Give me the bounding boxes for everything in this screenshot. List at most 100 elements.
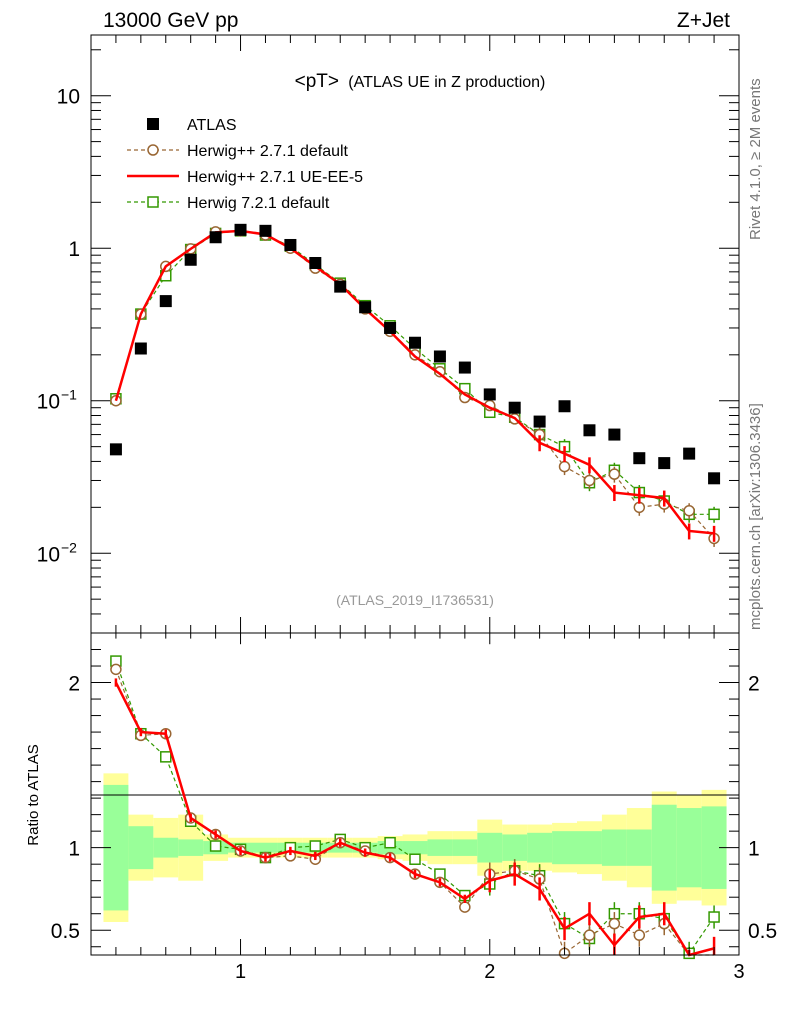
ratio-y-tick-label: 0.5 [51,920,80,943]
y-tick-label: 10 [57,86,80,109]
rivet-label: Rivet 4.1.0, ≥ 2M events [747,78,764,240]
ratio-point-herwig-2-7-1-default [459,901,471,913]
main-series-layer [109,223,721,547]
ratio-point-herwig-7-2-1-default [209,840,222,852]
data-point-atlas [259,224,272,237]
legend-marker [147,196,159,208]
ratio-frame [90,632,740,956]
chart-title-main: <pT> [295,71,339,92]
legend: ATLAS Herwig++ 2.7.1 default Herwig++ 2.7.… [127,117,363,212]
header-left: 13000 GeV pp [103,9,238,32]
data-point-herwig-2-7-1-default [558,460,571,473]
data-point-atlas [658,457,671,470]
ratio-band-stat [128,826,154,870]
data-point-atlas [159,295,172,308]
ratio-band-stat [626,829,652,866]
data-point-atlas [683,447,696,460]
ratio-x-ticks [115,633,715,955]
ratio-line-herwig-2-7-1-default [115,669,715,956]
y-tick-label: 1 [68,238,80,261]
ratio-panel: 0.5 0.5 1 1 2 2 1 2 3 Ratio to ATLAS [25,632,777,983]
legend-marker [147,144,159,156]
ratio-y-tick-label-right: 1 [748,838,760,861]
data-point-atlas [433,350,446,363]
legend-label: Herwig++ 2.7.1 default [187,143,349,160]
ratio-y-tick-label: 1 [68,838,80,861]
legend-label: Herwig 7.2.1 default [187,195,330,212]
x-tick-label: 1 [235,961,246,983]
data-point-atlas [708,472,721,485]
y-tick-label-exponent: −1 [61,387,77,403]
series-line-herwig-7-2-1-default [115,230,715,515]
ratio-band-stat [452,839,478,856]
analysis-id: (ATLAS_2019_I1736531) [336,592,494,608]
series-line-herwig-2-7-1-default [115,230,715,539]
data-point-herwig-2-7-1-default [608,468,621,480]
mcplots-label: mcplots.cern.ch [arXiv:1306.3436] [747,403,764,630]
ratio-band-stat [502,834,528,861]
data-point-atlas [309,256,322,269]
data-point-atlas [284,238,297,251]
chart-title-sub: (ATLAS UE in Z production) [348,74,545,91]
ratio-point-herwig-2-7-1-default [608,917,621,930]
ratio-band-stat [527,832,553,863]
ratio-band-stat [178,839,204,856]
ratio-point-herwig-2-7-1-default [110,663,122,676]
main-panel: <pT> (ATLAS UE in Z production) (ATLAS_2… [37,34,740,634]
legend-marker-atlas [147,118,159,130]
data-point-atlas [184,253,197,266]
ratio-y-ticks [91,649,739,948]
y-tick-label: 10 [37,391,60,414]
ratio-band-stat [253,842,278,853]
ratio-band-stat [552,831,577,865]
data-point-atlas [134,342,147,355]
ratio-point-herwig-7-2-1-default [708,911,720,923]
ratio-point-herwig-7-2-1-default [309,840,322,852]
ratio-uncertainty-bands [103,773,727,922]
data-point-atlas [458,361,471,374]
data-point-herwig-7-2-1-default [708,508,720,521]
data-point-atlas [533,415,546,428]
ratio-band-stat [676,808,702,888]
data-point-atlas [209,231,222,244]
ratio-band-stat [402,841,428,855]
data-point-atlas [608,428,621,441]
ratio-point-herwig-2-7-1-default [633,929,646,941]
data-point-atlas [483,388,496,401]
ratio-band-stat [577,831,602,865]
ratio-ylabel: Ratio to ATLAS [25,744,42,845]
data-point-atlas [234,223,247,236]
ratio-band-stat [427,839,453,856]
data-point-herwig-2-7-1-default [633,501,646,514]
data-point-atlas [384,321,397,334]
data-point-atlas [508,401,521,414]
chart-title: <pT> (ATLAS UE in Z production) [295,71,546,92]
ratio-band-stat [477,832,503,863]
y-tick-label-exponent: −2 [61,539,77,555]
header-right: Z+Jet [677,9,730,32]
ratio-point-herwig-2-7-1-default [583,929,596,941]
ratio-y-tick-labels: 0.5 0.5 1 1 2 2 [51,673,777,944]
data-point-atlas [558,400,571,413]
data-point-atlas [334,280,347,293]
data-point-atlas [633,452,646,465]
ratio-point-herwig-7-2-1-default [160,751,172,763]
ratio-y-tick-label-right: 2 [748,673,760,696]
main-x-ticks [115,35,715,633]
ratio-line-herwig-7-2-1-default [115,660,715,955]
ratio-series-layer [110,655,720,960]
y-tick-label: 10 [37,543,60,566]
ratio-band-stat [153,837,179,858]
x-tick-labels: 1 2 3 [235,961,745,983]
ratio-y-tick-label: 2 [68,673,80,696]
ratio-point-herwig-7-2-1-default [384,836,396,849]
legend-label: Herwig++ 2.7.1 UE-EE-5 [187,169,363,186]
data-point-herwig-2-7-1-default [683,504,695,517]
ratio-point-herwig-7-2-1-default [409,853,421,865]
data-point-atlas [583,424,596,437]
ratio-band-stat [651,804,677,891]
data-point-atlas [109,443,122,456]
main-y-ticks [91,49,739,634]
